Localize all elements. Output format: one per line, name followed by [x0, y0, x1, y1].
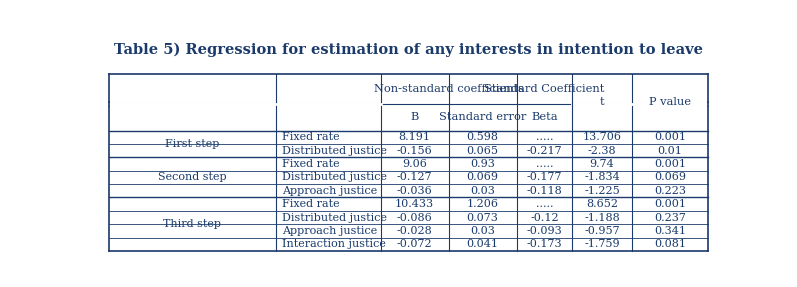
- Text: 10.433: 10.433: [395, 199, 434, 209]
- Text: 0.041: 0.041: [466, 239, 499, 249]
- Text: -1.834: -1.834: [584, 172, 620, 183]
- Text: 0.081: 0.081: [654, 239, 686, 249]
- Text: -0.12: -0.12: [530, 213, 559, 222]
- Text: -0.957: -0.957: [584, 226, 620, 236]
- Text: Standard error: Standard error: [439, 112, 526, 122]
- Text: -1.225: -1.225: [584, 186, 620, 196]
- Text: -0.177: -0.177: [527, 172, 562, 183]
- Text: -0.217: -0.217: [527, 146, 562, 156]
- Text: .....: .....: [536, 132, 553, 142]
- Text: t: t: [600, 97, 604, 107]
- Text: First step: First step: [165, 139, 219, 149]
- Text: 0.01: 0.01: [658, 146, 682, 156]
- Text: 0.03: 0.03: [470, 186, 495, 196]
- Text: 13.706: 13.706: [583, 132, 622, 142]
- Text: Fixed rate: Fixed rate: [282, 199, 340, 209]
- Text: Approach justice: Approach justice: [282, 186, 377, 196]
- Text: -0.036: -0.036: [397, 186, 433, 196]
- Text: 0.237: 0.237: [654, 213, 686, 222]
- Text: P value: P value: [649, 97, 691, 107]
- Text: Distributed justice: Distributed justice: [282, 146, 387, 156]
- Text: Table 5) Regression for estimation of any interests in intention to leave: Table 5) Regression for estimation of an…: [114, 42, 703, 57]
- Text: 8.191: 8.191: [398, 132, 430, 142]
- Text: Fixed rate: Fixed rate: [282, 159, 340, 169]
- Text: -0.072: -0.072: [397, 239, 433, 249]
- Text: Standard Coefficient: Standard Coefficient: [484, 84, 605, 94]
- Text: -0.118: -0.118: [527, 186, 562, 196]
- Text: Second step: Second step: [158, 172, 226, 183]
- Text: Fixed rate: Fixed rate: [282, 132, 340, 142]
- Text: 0.341: 0.341: [654, 226, 686, 236]
- Text: -0.093: -0.093: [527, 226, 562, 236]
- Text: 0.073: 0.073: [467, 213, 498, 222]
- Text: 0.001: 0.001: [654, 159, 686, 169]
- Text: .....: .....: [536, 199, 553, 209]
- Text: Interaction justice: Interaction justice: [282, 239, 386, 249]
- Text: Distributed justice: Distributed justice: [282, 213, 387, 222]
- Text: Distributed justice: Distributed justice: [282, 172, 387, 183]
- Text: 0.93: 0.93: [470, 159, 495, 169]
- Text: 0.001: 0.001: [654, 132, 686, 142]
- Text: 0.223: 0.223: [654, 186, 686, 196]
- Text: Third step: Third step: [163, 219, 222, 229]
- Text: B: B: [410, 112, 419, 122]
- Text: Non-standard coefficients: Non-standard coefficients: [374, 84, 524, 94]
- Text: 0.598: 0.598: [466, 132, 499, 142]
- Text: -0.086: -0.086: [397, 213, 433, 222]
- Text: -0.028: -0.028: [397, 226, 433, 236]
- Text: -0.127: -0.127: [397, 172, 433, 183]
- Text: 0.069: 0.069: [654, 172, 686, 183]
- Text: -1.188: -1.188: [584, 213, 620, 222]
- Text: 8.652: 8.652: [586, 199, 618, 209]
- Text: -0.173: -0.173: [527, 239, 562, 249]
- Text: -1.759: -1.759: [584, 239, 620, 249]
- Text: 0.065: 0.065: [466, 146, 499, 156]
- Text: .....: .....: [536, 159, 553, 169]
- Text: -0.156: -0.156: [397, 146, 433, 156]
- Text: Beta: Beta: [531, 112, 558, 122]
- Text: Approach justice: Approach justice: [282, 226, 377, 236]
- Text: 0.03: 0.03: [470, 226, 495, 236]
- Text: 9.74: 9.74: [590, 159, 614, 169]
- Text: 0.069: 0.069: [466, 172, 499, 183]
- Text: 1.206: 1.206: [466, 199, 499, 209]
- Text: 9.06: 9.06: [402, 159, 427, 169]
- Text: -2.38: -2.38: [588, 146, 616, 156]
- Text: 0.001: 0.001: [654, 199, 686, 209]
